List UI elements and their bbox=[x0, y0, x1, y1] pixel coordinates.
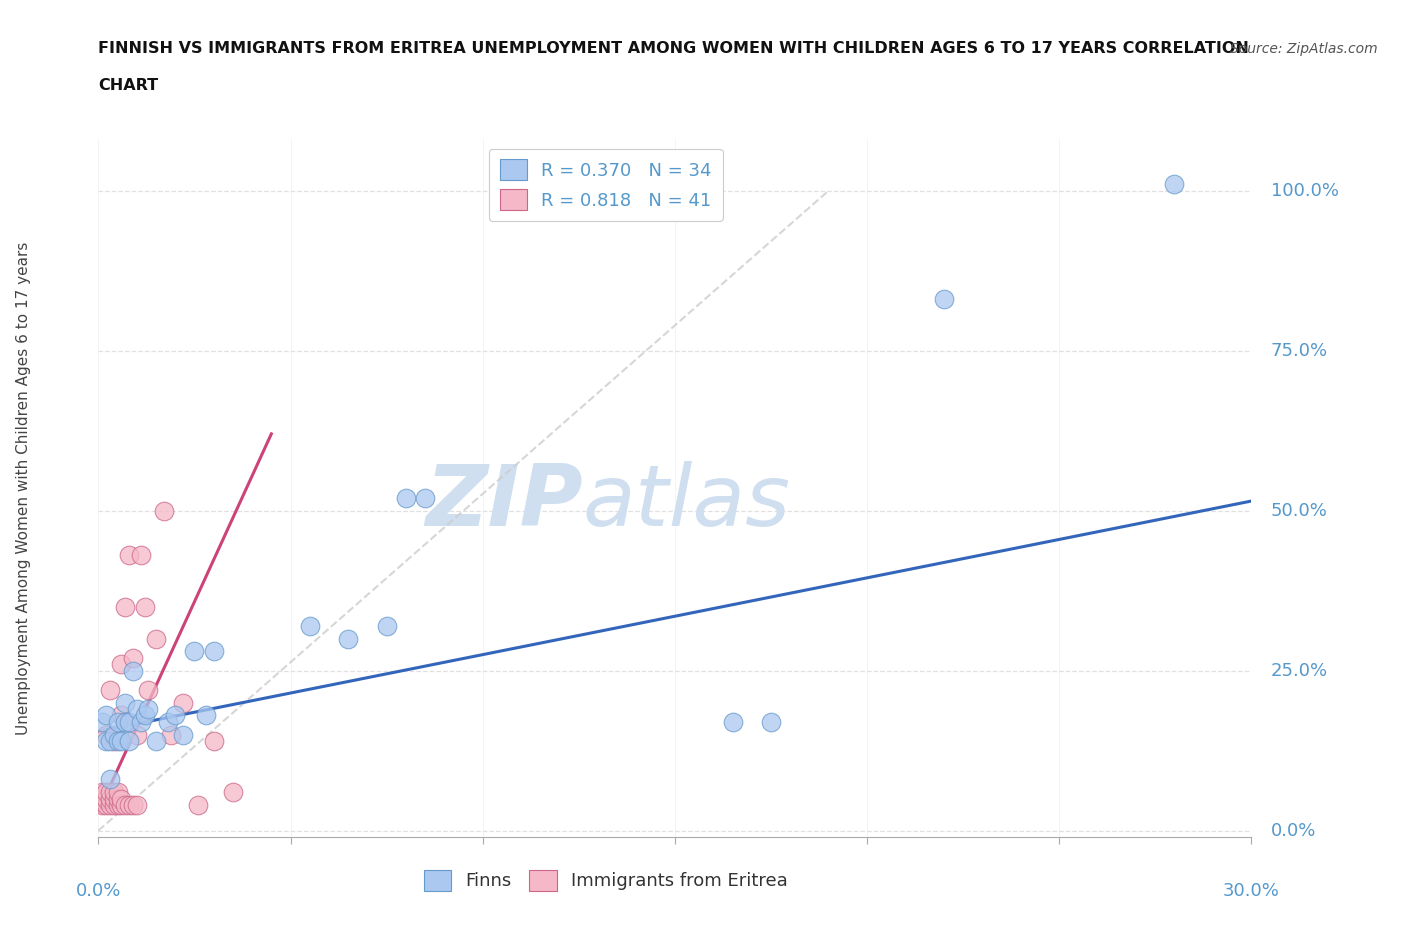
Point bbox=[759, 714, 782, 729]
Point bbox=[138, 701, 160, 716]
Point bbox=[94, 727, 117, 742]
Point bbox=[118, 548, 141, 563]
Point bbox=[107, 785, 129, 800]
Point bbox=[202, 734, 225, 749]
Point bbox=[172, 727, 194, 742]
Point bbox=[107, 791, 129, 806]
Point bbox=[298, 618, 321, 633]
Text: 50.0%: 50.0% bbox=[1271, 501, 1327, 520]
Point bbox=[114, 714, 136, 729]
Point bbox=[107, 734, 129, 749]
Text: ZIP: ZIP bbox=[425, 460, 582, 544]
Point bbox=[103, 791, 125, 806]
Point bbox=[932, 292, 955, 307]
Point bbox=[118, 714, 141, 729]
Point bbox=[114, 798, 136, 813]
Point bbox=[107, 798, 129, 813]
Text: Source: ZipAtlas.com: Source: ZipAtlas.com bbox=[1230, 42, 1378, 56]
Text: 0.0%: 0.0% bbox=[1271, 821, 1316, 840]
Point bbox=[145, 734, 167, 749]
Point bbox=[222, 785, 245, 800]
Point bbox=[165, 708, 187, 723]
Point bbox=[107, 714, 129, 729]
Point bbox=[98, 798, 121, 813]
Point bbox=[114, 714, 136, 729]
Text: 75.0%: 75.0% bbox=[1271, 341, 1327, 360]
Point bbox=[94, 734, 117, 749]
Text: atlas: atlas bbox=[582, 460, 790, 544]
Point bbox=[125, 798, 148, 813]
Point bbox=[91, 791, 114, 806]
Point bbox=[103, 798, 125, 813]
Point bbox=[98, 683, 121, 698]
Point bbox=[103, 727, 125, 742]
Point bbox=[122, 798, 145, 813]
Point bbox=[129, 714, 152, 729]
Point bbox=[122, 650, 145, 665]
Point bbox=[337, 631, 360, 646]
Point bbox=[172, 696, 194, 711]
Point bbox=[94, 798, 117, 813]
Point bbox=[125, 701, 148, 716]
Point bbox=[1163, 177, 1185, 192]
Text: 100.0%: 100.0% bbox=[1271, 181, 1339, 200]
Text: Unemployment Among Women with Children Ages 6 to 17 years: Unemployment Among Women with Children A… bbox=[15, 242, 31, 735]
Point bbox=[195, 708, 218, 723]
Point bbox=[118, 734, 141, 749]
Point bbox=[91, 798, 114, 813]
Point bbox=[721, 714, 744, 729]
Point bbox=[152, 503, 174, 518]
Point bbox=[134, 708, 156, 723]
Text: 0.0%: 0.0% bbox=[76, 882, 121, 900]
Point bbox=[94, 708, 117, 723]
Point bbox=[413, 490, 436, 505]
Point bbox=[103, 734, 125, 749]
Point bbox=[183, 644, 205, 658]
Point bbox=[94, 785, 117, 800]
Point bbox=[134, 599, 156, 614]
Point bbox=[160, 727, 183, 742]
Legend: Finns, Immigrants from Eritrea: Finns, Immigrants from Eritrea bbox=[416, 862, 794, 897]
Point bbox=[110, 734, 132, 749]
Point bbox=[110, 657, 132, 671]
Point bbox=[122, 663, 145, 678]
Point bbox=[98, 734, 121, 749]
Text: FINNISH VS IMMIGRANTS FROM ERITREA UNEMPLOYMENT AMONG WOMEN WITH CHILDREN AGES 6: FINNISH VS IMMIGRANTS FROM ERITREA UNEMP… bbox=[98, 41, 1250, 56]
Point bbox=[110, 708, 132, 723]
Text: CHART: CHART bbox=[98, 78, 159, 93]
Point bbox=[202, 644, 225, 658]
Point bbox=[375, 618, 398, 633]
Point bbox=[156, 714, 179, 729]
Point bbox=[187, 798, 209, 813]
Point bbox=[94, 791, 117, 806]
Point bbox=[110, 791, 132, 806]
Text: 30.0%: 30.0% bbox=[1223, 882, 1279, 900]
Point bbox=[114, 696, 136, 711]
Point bbox=[145, 631, 167, 646]
Text: 25.0%: 25.0% bbox=[1271, 661, 1327, 680]
Point bbox=[98, 772, 121, 787]
Point bbox=[129, 548, 152, 563]
Point bbox=[110, 798, 132, 813]
Point bbox=[91, 714, 114, 729]
Point bbox=[138, 683, 160, 698]
Point bbox=[103, 785, 125, 800]
Point bbox=[98, 785, 121, 800]
Point bbox=[114, 599, 136, 614]
Point bbox=[395, 490, 418, 505]
Point bbox=[91, 785, 114, 800]
Point bbox=[98, 791, 121, 806]
Point bbox=[118, 798, 141, 813]
Point bbox=[125, 727, 148, 742]
